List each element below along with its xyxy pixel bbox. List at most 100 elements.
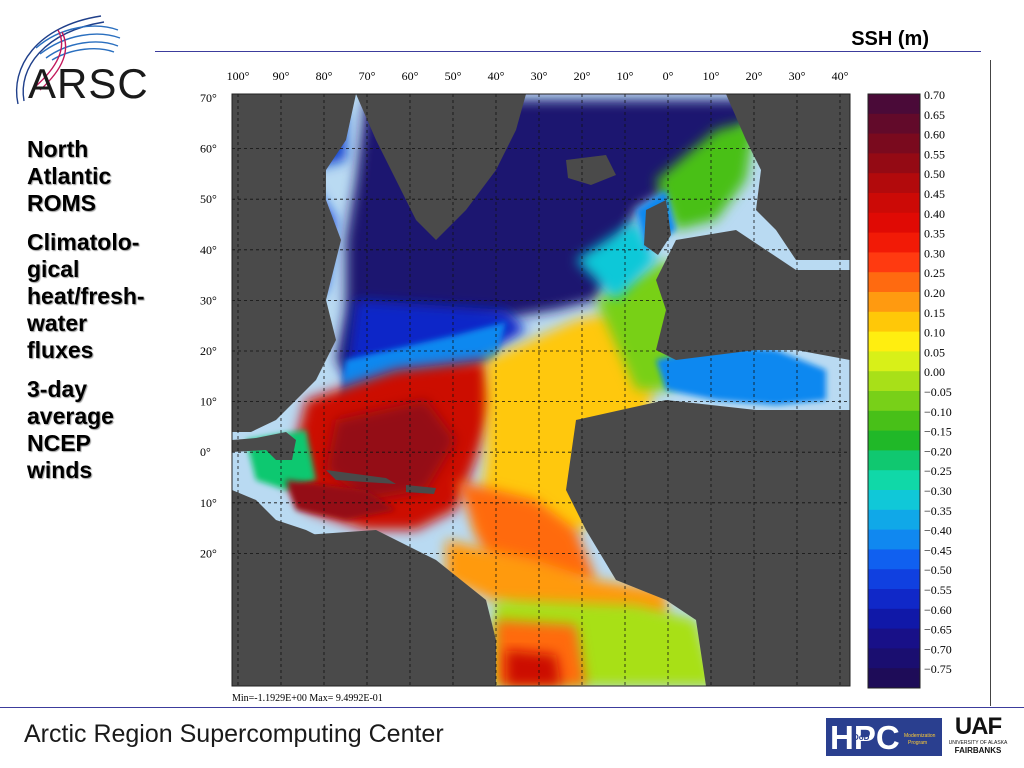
colorbar-value-label: 0.60	[924, 128, 945, 142]
logo-text: ARSC	[28, 60, 149, 107]
colorbar-swatch	[868, 331, 920, 352]
colorbar-value-label: 0.20	[924, 286, 945, 300]
colorbar-swatch	[868, 153, 920, 174]
lat-tick-label: 10°	[200, 496, 217, 510]
min-max-stats: Min=-1.1929E+00 Max= 9.4992E-01	[232, 693, 383, 704]
colorbar-swatch	[868, 311, 920, 333]
header-rule	[155, 51, 981, 52]
hpc-program-text: Modernization Program	[904, 733, 937, 746]
colorbar-value-label: 0.45	[924, 187, 945, 201]
grid-lines	[232, 94, 850, 686]
lat-tick-label: 10°	[200, 395, 217, 409]
bullet-2: Climatolo- gical heat/fresh- water fluxe…	[27, 229, 145, 363]
colorbar-swatch	[868, 252, 920, 273]
colorbar-swatch	[868, 668, 920, 689]
lat-tick-label: 20°	[200, 546, 217, 560]
colorbar-swatch	[868, 589, 920, 610]
lon-tick-label: 0°	[663, 69, 674, 83]
lon-tick-label: 30°	[789, 69, 806, 83]
lon-tick-label: 40°	[488, 69, 505, 83]
colorbar-swatch	[868, 569, 920, 590]
colorbar-swatch	[868, 292, 920, 313]
colorbar-swatch	[868, 173, 920, 194]
lon-tick-label: 50°	[445, 69, 462, 83]
colorbar-value-label: −0.60	[924, 603, 952, 617]
lon-tick-label: 30°	[531, 69, 548, 83]
colorbar-value-label: 0.50	[924, 167, 945, 181]
colorbar-value-label: −0.40	[924, 524, 952, 538]
lon-tick-label: 20°	[574, 69, 591, 83]
colorbar-swatch	[868, 351, 920, 372]
colorbar-swatch	[868, 113, 920, 135]
colorbar-labels: 0.70 0.65 0.60 0.55 0.50 0.45 0.40 0.35 0.30 0.25…	[924, 88, 952, 676]
colorbar-value-label: −0.35	[924, 504, 952, 518]
colorbar-value-label: 0.10	[924, 326, 945, 340]
colorbar-value-label: −0.10	[924, 405, 952, 419]
longitude-labels: 100° 90° 80° 70° 60° 50° 40° 30° 20° 10° 0° 10° 20° 3…	[227, 69, 849, 83]
uaf-logo: UAF UNIVERSITY OF ALASKA FAIRBANKS	[948, 714, 1008, 762]
uaf-mark: UAF	[954, 713, 1002, 740]
colorbar-swatch	[868, 470, 920, 491]
colorbar-swatch	[868, 193, 920, 214]
caribbean-islands	[326, 470, 436, 494]
dod-hpc-logo: HPC DoD Modernization Program	[826, 716, 942, 758]
lat-tick-label: 40°	[200, 243, 217, 257]
lat-tick-label: 70°	[200, 91, 217, 105]
colorbar-value-label: −0.45	[924, 543, 952, 557]
colorbar-value-label: −0.30	[924, 484, 952, 498]
colorbar-swatch	[868, 509, 920, 531]
colorbar-swatch	[868, 430, 920, 451]
bullet-list: North Atlantic ROMS Climatolo- gical hea…	[27, 136, 187, 496]
colorbar-swatch	[868, 549, 920, 570]
colorbar-swatch	[868, 410, 920, 432]
lon-tick-label: 10°	[703, 69, 720, 83]
colorbar-value-label: −0.15	[924, 425, 952, 439]
lon-tick-label: 40°	[832, 69, 849, 83]
dod-text: DoD	[853, 733, 870, 742]
uaf-fairbanks-text: FAIRBANKS	[954, 746, 1002, 755]
colorbar-swatch	[868, 391, 920, 412]
hpc-text: HPC	[830, 719, 900, 756]
land-masses	[232, 94, 850, 686]
colorbar-value-label: 0.40	[924, 207, 945, 221]
colorbar-border	[867, 93, 921, 689]
colorbar-swatch	[868, 133, 920, 154]
lat-tick-label: 20°	[200, 344, 217, 358]
lat-tick-label: 0°	[200, 445, 211, 459]
colorbar-value-label: −0.55	[924, 583, 952, 597]
bullet-1: North Atlantic ROMS	[27, 136, 112, 216]
colorbar-value-label: −0.75	[924, 662, 952, 676]
plot-border	[231, 93, 851, 687]
colorbar-swatch	[868, 272, 920, 293]
colorbar-value-label: −0.50	[924, 563, 952, 577]
colorbar-swatch	[868, 529, 920, 550]
colorbar-value-label: −0.25	[924, 464, 952, 478]
colorbar-value-label: −0.05	[924, 385, 952, 399]
ssh-map: 100° 90° 80° 70° 60° 50° 40° 30° 20° 10° 0° 10° 20° 3…	[200, 69, 952, 704]
colorbar-swatch	[868, 648, 920, 669]
colorbar-value-label: 0.30	[924, 246, 945, 260]
lon-tick-label: 10°	[617, 69, 634, 83]
lon-tick-label: 90°	[273, 69, 290, 83]
lon-tick-label: 100°	[227, 69, 250, 83]
latitude-labels: 70° 60° 50° 40° 30° 20° 10° 0° 10° 20°	[200, 91, 217, 560]
arsc-logo: ARSC	[6, 8, 156, 113]
colorbar-swatch	[868, 450, 920, 471]
colorbar-value-label: 0.25	[924, 266, 945, 280]
colorbar-value-label: −0.70	[924, 642, 952, 656]
lon-tick-label: 60°	[402, 69, 419, 83]
colorbar-swatch	[868, 94, 920, 115]
colorbar-value-label: 0.55	[924, 147, 945, 161]
footer-rule	[0, 707, 1024, 708]
slide-title: SSH (m)	[851, 28, 929, 50]
lat-tick-label: 60°	[200, 142, 217, 156]
ssh-map-figure: 100° 90° 80° 70° 60° 50° 40° 30° 20° 10° 0° 10° 20° 3…	[196, 60, 991, 706]
lon-tick-label: 80°	[316, 69, 333, 83]
bullet-3: 3-day average NCEP winds	[27, 376, 114, 483]
colorbar-value-label: 0.00	[924, 365, 945, 379]
colorbar-value-label: 0.65	[924, 108, 945, 122]
footer-title: Arctic Region Supercomputing Center	[24, 720, 444, 748]
colorbar-swatch	[868, 212, 920, 234]
colorbar-value-label: −0.65	[924, 623, 952, 637]
colorbar-swatch	[868, 371, 920, 392]
